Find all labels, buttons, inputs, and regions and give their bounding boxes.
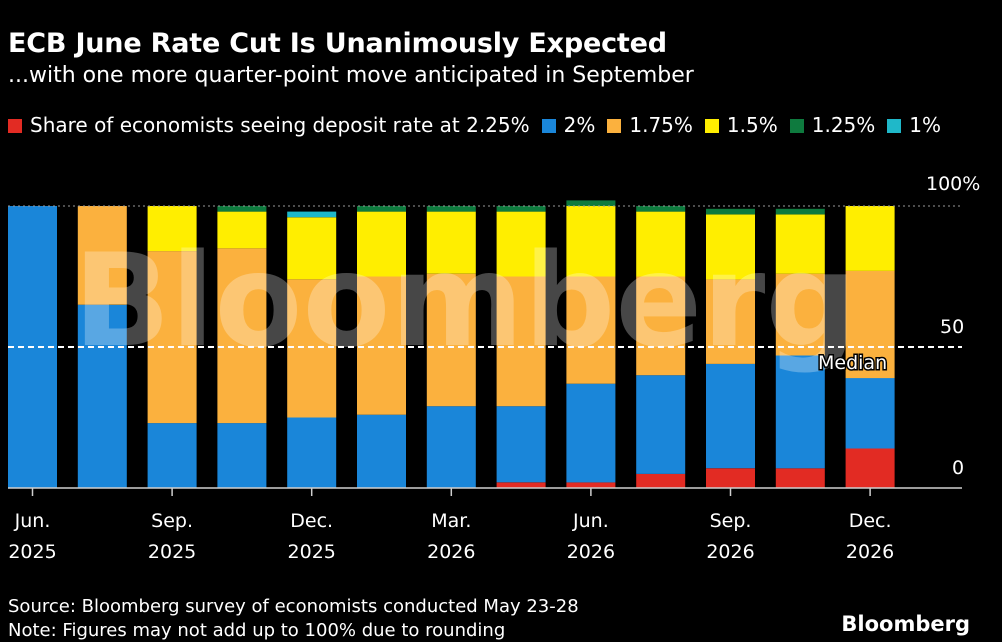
x-tick-label-month: Sep. xyxy=(710,510,752,532)
bar-segment xyxy=(636,211,686,277)
bar-segment xyxy=(496,406,546,483)
x-tick-label-year: 2025 xyxy=(8,541,56,563)
bar-segment xyxy=(426,206,476,212)
y-tick-label: 0 xyxy=(952,457,964,479)
median-label: Median xyxy=(818,352,887,374)
legend-item: 1.5% xyxy=(704,109,778,141)
x-tick-label-year: 2026 xyxy=(706,541,754,563)
bar-segment xyxy=(147,423,197,488)
chart-legend: Share of economists seeing deposit rate … xyxy=(8,109,968,141)
chart-subtitle: ...with one more quarter-point move anti… xyxy=(8,63,694,88)
bar-segment xyxy=(426,273,476,407)
legend-label: 2% xyxy=(563,113,596,137)
legend-item: 1.75% xyxy=(607,109,693,141)
legend-swatch xyxy=(8,119,22,133)
bar-segment xyxy=(147,251,197,424)
y-tick-label: 50 xyxy=(940,316,964,338)
bar-segment xyxy=(357,414,406,488)
bar-segment xyxy=(566,383,616,483)
bar-segment xyxy=(636,276,686,376)
bar-segment xyxy=(706,279,755,364)
bar-segment xyxy=(496,211,546,277)
bar-segment xyxy=(426,406,476,488)
legend-label: Share of economists seeing deposit rate … xyxy=(30,113,530,137)
bar-segment xyxy=(357,206,406,212)
bar-segment xyxy=(287,211,337,218)
bar-segment xyxy=(636,375,686,474)
x-tick-label-month: Sep. xyxy=(151,510,193,532)
bar-segment xyxy=(706,214,755,280)
source-note: Source: Bloomberg survey of economists c… xyxy=(8,596,579,617)
legend-label: 1.75% xyxy=(629,113,693,137)
bar-segment xyxy=(357,276,406,415)
bar-segment xyxy=(845,206,895,271)
bar-segment xyxy=(706,208,755,215)
x-tick-label-year: 2026 xyxy=(846,541,894,563)
legend-swatch xyxy=(789,119,804,133)
x-tick-label-month: Jun. xyxy=(572,510,609,532)
bar-segment xyxy=(287,417,337,488)
bar-segment xyxy=(775,208,825,215)
bar-segment xyxy=(77,206,127,305)
legend-swatch xyxy=(541,119,556,133)
legend-swatch xyxy=(887,119,902,133)
bar-segment xyxy=(775,468,825,488)
bars-layer xyxy=(8,200,895,488)
bar-segment xyxy=(217,423,267,488)
bar-segment xyxy=(775,273,825,356)
bloomberg-logo: Bloomberg xyxy=(841,612,970,636)
bar-segment xyxy=(217,248,267,424)
bar-segment xyxy=(636,473,686,488)
overlay-layer: Median 100% 50 0 Jun. 2025 Sep. 2025 Dec. 2025 Mar… xyxy=(8,173,980,563)
legend-item: 1.25% xyxy=(789,109,876,141)
bar-segment xyxy=(217,206,267,212)
legend-label: 1% xyxy=(909,113,942,137)
bar-segment xyxy=(775,214,825,274)
x-tick-label-year: 2026 xyxy=(567,541,615,563)
legend-item: 1% xyxy=(887,109,941,141)
x-tick-label-year: 2025 xyxy=(148,541,196,563)
bar-segment xyxy=(566,206,616,277)
bar-segment xyxy=(496,482,546,488)
bar-segment xyxy=(845,270,895,379)
legend-swatch xyxy=(607,119,622,133)
legend-label: 1.5% xyxy=(726,113,778,137)
bar-segment xyxy=(775,355,825,469)
bar-segment xyxy=(566,276,616,384)
bar-segment xyxy=(217,211,267,249)
bar-segment xyxy=(147,206,197,252)
bar-segment xyxy=(845,378,895,449)
chart-title: ECB June Rate Cut Is Unanimously Expecte… xyxy=(8,28,667,59)
bloomberg-watermark: Bloomberg xyxy=(73,227,857,376)
bar-segment xyxy=(287,279,337,418)
bar-segment xyxy=(566,482,616,488)
bar-segment xyxy=(706,468,755,488)
x-tick-label-year: 2026 xyxy=(427,541,475,563)
bar-segment xyxy=(845,448,895,488)
x-tick-label-month: Dec. xyxy=(849,510,892,532)
x-tick-label-month: Jun. xyxy=(14,510,51,532)
bar-segment xyxy=(287,217,337,280)
bar-segment xyxy=(496,276,546,407)
x-tick-label-month: Mar. xyxy=(431,510,471,532)
bar-segment xyxy=(426,211,476,274)
legend-swatch xyxy=(704,119,719,133)
rounding-note: Note: Figures may not add up to 100% due… xyxy=(8,620,506,641)
legend-label: 1.25% xyxy=(811,113,876,137)
legend-item: Share of economists seeing deposit rate … xyxy=(8,109,530,141)
legend-item: 2% xyxy=(541,109,596,141)
bar-segment xyxy=(636,206,686,212)
bar-segment xyxy=(706,363,755,469)
bar-segment xyxy=(77,304,127,488)
bar-segment xyxy=(357,211,406,277)
y-tick-label: 100% xyxy=(926,173,980,195)
x-tick-label-month: Dec. xyxy=(290,510,333,532)
bar-segment xyxy=(496,206,546,212)
x-tick-label-year: 2025 xyxy=(288,541,336,563)
bar-segment xyxy=(566,200,616,206)
